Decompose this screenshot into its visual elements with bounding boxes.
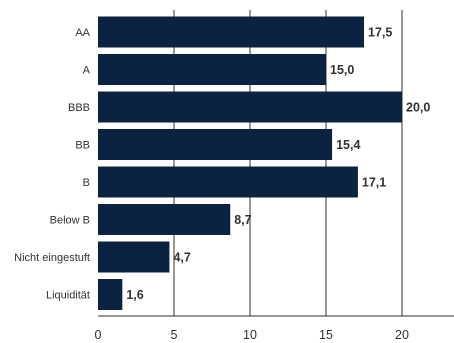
category-label-0: AA	[75, 27, 90, 39]
value-labels: 17,5 15,0 20,0 15,4 17,1 8,7 4,7 1,6	[126, 26, 430, 303]
value-label-0: 17,5	[368, 26, 392, 40]
bar-1	[98, 54, 326, 85]
category-label-4: B	[83, 177, 90, 189]
x-tick-labels: 0 5 10 15 20	[95, 328, 409, 342]
x-tick-label-5: 5	[171, 328, 178, 342]
category-label-3: BB	[75, 140, 90, 152]
bar-7	[98, 279, 123, 310]
bar-5	[98, 204, 231, 235]
bar-4	[98, 166, 358, 198]
x-tick-label-10: 10	[243, 328, 257, 342]
category-label-7: Liquidität	[46, 290, 90, 302]
category-label-2: BBB	[68, 102, 90, 114]
bar-3	[98, 129, 333, 160]
x-tick-label-15: 15	[319, 328, 333, 342]
category-label-6: Nicht eingestuft	[14, 252, 90, 264]
bar-2	[98, 91, 402, 123]
x-tick-label-0: 0	[95, 328, 102, 342]
bar-0	[98, 16, 364, 48]
x-tick-label-20: 20	[395, 328, 409, 342]
value-label-4: 17,1	[362, 176, 386, 190]
category-label-5: Below B	[50, 215, 90, 227]
value-label-7: 1,6	[126, 288, 143, 302]
value-label-1: 15,0	[330, 63, 354, 77]
bar-6	[98, 241, 170, 273]
value-label-5: 8,7	[234, 213, 251, 227]
value-label-6: 4,7	[173, 251, 190, 265]
bars	[98, 16, 402, 310]
value-label-2: 20,0	[406, 101, 430, 115]
value-label-3: 15,4	[336, 138, 360, 152]
category-label-1: A	[83, 65, 91, 77]
